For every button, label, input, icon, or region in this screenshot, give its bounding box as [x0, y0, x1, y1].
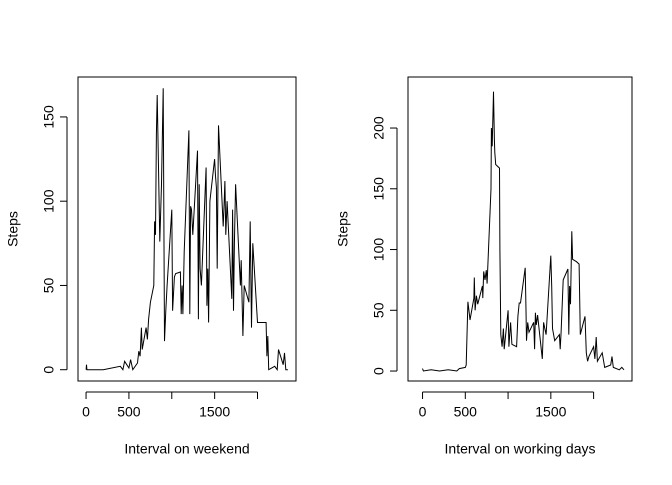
y-axis-title: Steps — [335, 211, 351, 247]
y-tick-label: 150 — [41, 105, 57, 129]
y-tick-label: 50 — [41, 277, 57, 293]
y-tick-label: 0 — [41, 366, 57, 374]
y-axis-title: Steps — [5, 211, 21, 247]
x-axis-title: Interval on working days — [445, 441, 596, 457]
x-tick-label: 500 — [454, 404, 478, 420]
data-line — [422, 91, 625, 372]
x-tick-label: 1500 — [199, 404, 230, 420]
x-tick-label: 1500 — [535, 404, 566, 420]
x-tick-label: 0 — [82, 404, 90, 420]
plot-box — [407, 76, 633, 382]
y-tick-label: 100 — [41, 189, 57, 213]
x-tick-label: 0 — [419, 404, 427, 420]
x-axis-title: Interval on weekend — [124, 441, 249, 457]
y-tick-label: 0 — [371, 367, 387, 375]
y-tick-label: 150 — [371, 177, 387, 201]
y-tick-label: 200 — [371, 116, 387, 140]
data-line — [85, 88, 288, 372]
y-tick-label: 100 — [371, 238, 387, 262]
x-tick-label: 500 — [117, 404, 141, 420]
y-tick-label: 50 — [371, 302, 387, 318]
plot-box — [77, 76, 297, 382]
